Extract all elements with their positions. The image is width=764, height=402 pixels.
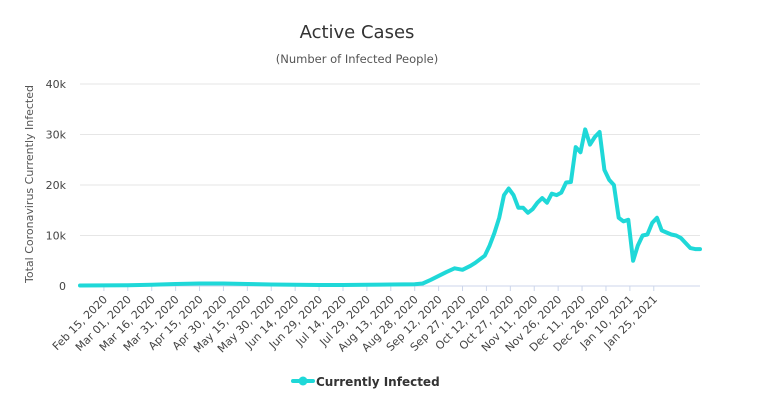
gridlines bbox=[80, 83, 700, 287]
y-tick-label: 30k bbox=[46, 129, 67, 142]
y-tick-label: 0 bbox=[59, 280, 66, 293]
y-tick-label: 20k bbox=[46, 179, 67, 192]
y-axis-ticks: 0 10k 20k 30k 40k bbox=[46, 78, 67, 293]
series-layer bbox=[78, 127, 702, 288]
y-tick-label: 40k bbox=[46, 78, 67, 91]
y-axis-label: Total Coronavirus Currently Infected bbox=[23, 85, 36, 284]
chart-title: Active Cases bbox=[300, 22, 415, 43]
y-tick-label: 10k bbox=[46, 230, 67, 243]
legend-label[interactable]: Currently Infected bbox=[316, 375, 440, 389]
legend-marker-dot bbox=[298, 376, 308, 386]
chart-subtitle: (Number of Infected People) bbox=[276, 52, 438, 66]
legend[interactable]: Currently Infected bbox=[291, 375, 440, 389]
series-line-currently-infected[interactable] bbox=[78, 127, 702, 288]
